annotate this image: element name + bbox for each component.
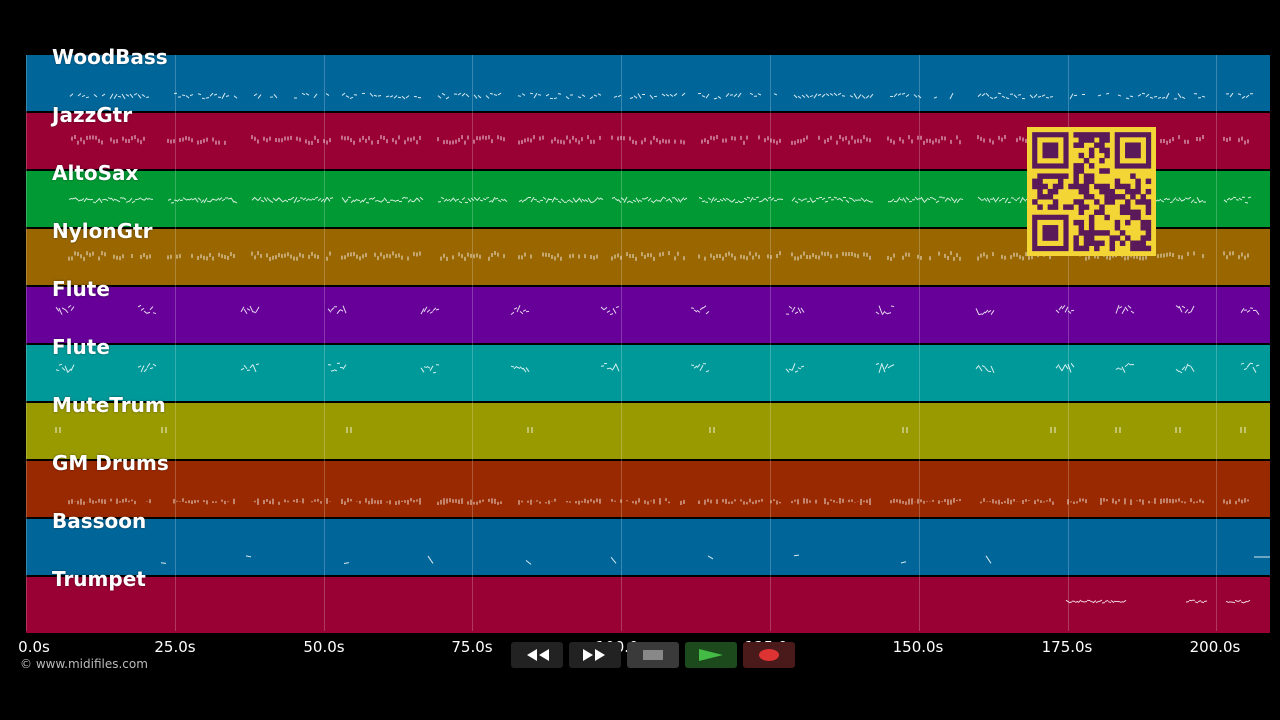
track-mutetrum: MuteTrum bbox=[26, 393, 1270, 459]
track-woodbass: WoodBass bbox=[26, 45, 1270, 111]
note-pattern bbox=[68, 251, 1249, 261]
track-label: Trumpet bbox=[52, 567, 146, 591]
tick-label: 150.0s bbox=[892, 638, 944, 656]
note-pattern bbox=[55, 362, 1260, 374]
track-label: MuteTrum bbox=[52, 393, 166, 417]
record-icon bbox=[759, 649, 779, 661]
track-bassoon: Bassoon bbox=[26, 509, 1270, 575]
rewind-icon bbox=[527, 649, 549, 661]
gridline bbox=[174, 55, 176, 631]
track-label: WoodBass bbox=[52, 45, 168, 69]
play-icon bbox=[699, 649, 723, 661]
gridline bbox=[472, 55, 474, 631]
fast-forward-icon bbox=[583, 649, 605, 661]
tick-label: 200.0s bbox=[1189, 638, 1241, 656]
tick-label: 50.0s bbox=[303, 638, 345, 656]
gridline bbox=[1216, 55, 1218, 631]
note-pattern bbox=[68, 498, 1249, 505]
track-label: NylonGtr bbox=[52, 219, 153, 243]
track-gm-drums: GM Drums bbox=[26, 451, 1270, 517]
fast-forward-button[interactable] bbox=[569, 642, 621, 668]
note-pattern bbox=[68, 196, 1252, 204]
note-pattern bbox=[55, 427, 1246, 433]
gridline bbox=[918, 55, 920, 631]
note-pattern bbox=[1065, 599, 1251, 604]
note-pattern bbox=[69, 92, 1254, 100]
qr-code bbox=[1027, 127, 1156, 256]
track-label: JazzGtr bbox=[52, 103, 133, 127]
tick-label: 0.0s bbox=[18, 638, 50, 656]
tick-label: 25.0s bbox=[154, 638, 196, 656]
gridline bbox=[1067, 55, 1069, 631]
tick-label: 75.0s bbox=[451, 638, 493, 656]
tick-label: 175.0s bbox=[1041, 638, 1093, 656]
gridline bbox=[770, 55, 771, 631]
note-pattern bbox=[55, 304, 1260, 316]
gridline bbox=[26, 55, 27, 631]
track-flute-2: Flute bbox=[26, 335, 1270, 401]
track-label: Flute bbox=[52, 335, 110, 359]
play-button[interactable] bbox=[685, 642, 737, 668]
stop-button[interactable] bbox=[627, 642, 679, 668]
track-trumpet: Trumpet bbox=[26, 567, 1270, 633]
rewind-button[interactable] bbox=[511, 642, 563, 668]
track-flute-1: Flute bbox=[26, 277, 1270, 343]
track-lanes: WoodBass JazzGtr AltoSax NylonGtr Flute … bbox=[26, 45, 1270, 633]
track-label: AltoSax bbox=[52, 161, 139, 185]
gridline bbox=[621, 55, 623, 631]
gridline bbox=[323, 55, 325, 631]
note-pattern bbox=[160, 554, 1270, 565]
copyright-text: © www.midifiles.com bbox=[20, 657, 148, 671]
stop-icon bbox=[643, 650, 663, 660]
track-label: Flute bbox=[52, 277, 110, 301]
transport-controls bbox=[511, 642, 795, 668]
track-label: GM Drums bbox=[52, 451, 169, 475]
track-label: Bassoon bbox=[52, 509, 147, 533]
record-button[interactable] bbox=[743, 642, 795, 668]
qr-code-image bbox=[1032, 132, 1152, 252]
